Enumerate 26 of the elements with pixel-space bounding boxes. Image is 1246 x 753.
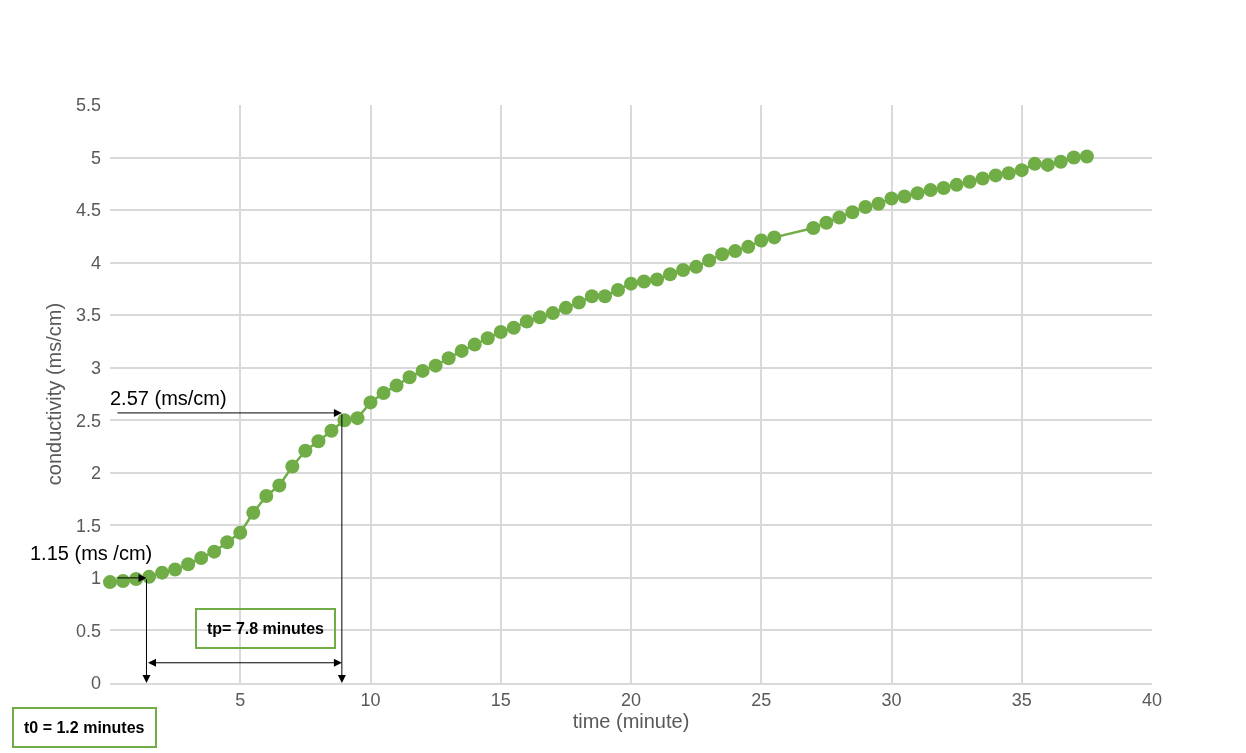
y-tick-label: 1	[90, 568, 101, 589]
annotation: tp= 7.8 minutes	[207, 620, 325, 637]
x-tick-label: 35	[1011, 690, 1032, 711]
y-tick-label: 1.5	[75, 515, 101, 536]
x-tick-label: 30	[881, 690, 902, 711]
y-tick-label: 3	[90, 358, 101, 379]
x-axis-title: time (minute)	[572, 710, 690, 733]
y-tick-label: 0	[90, 673, 101, 694]
annotation: 1.15 (ms /cm)	[30, 542, 153, 564]
x-tick-label: 40	[1141, 690, 1163, 711]
y-tick-label: 2.5	[75, 410, 101, 431]
y-tick-label: 2	[90, 463, 101, 484]
y-tick-label: 5	[90, 147, 101, 168]
x-tick-label: 25	[751, 690, 772, 711]
x-tick-label: 10	[360, 690, 381, 711]
y-tick-label: 3.5	[75, 305, 101, 326]
x-tick-label: 5	[235, 690, 246, 711]
annotation: 2.57 (ms/cm)	[110, 387, 227, 409]
y-tick-label: 4	[90, 252, 101, 273]
y-axis-title: conductivity (ms/cm)	[43, 302, 66, 486]
y-tick-label: 5.5	[75, 95, 101, 116]
y-tick-label: 4.5	[75, 200, 101, 221]
x-tick-label: 15	[490, 690, 511, 711]
y-tick-label: 0.5	[75, 620, 101, 641]
text: t0 = 1.2 minutes	[24, 719, 145, 736]
x-tick-label: 20	[620, 690, 642, 711]
